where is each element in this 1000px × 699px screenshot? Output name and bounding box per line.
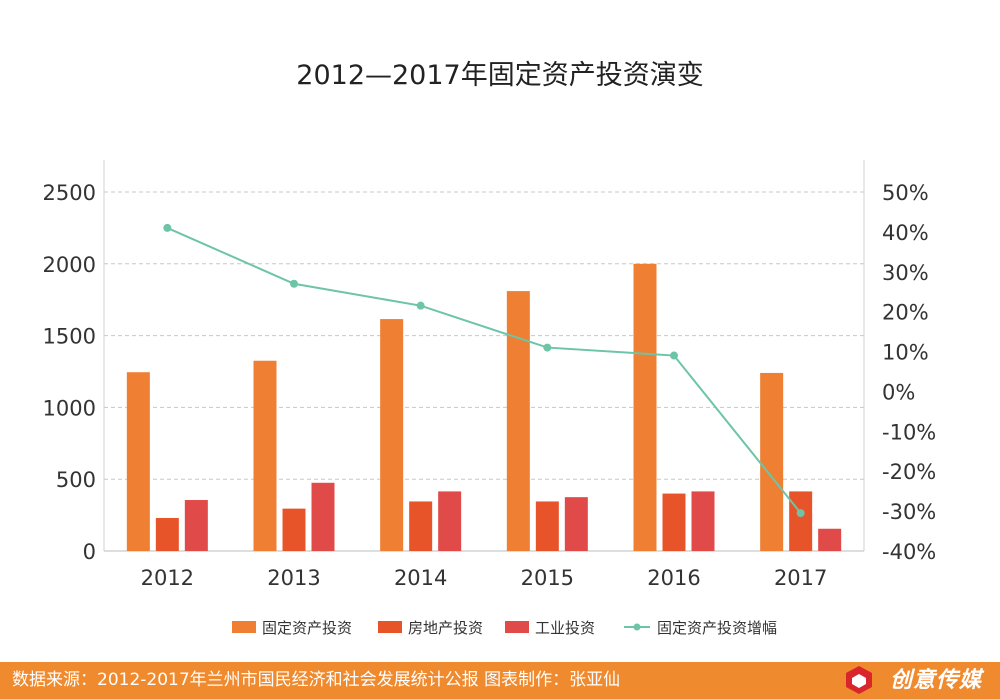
y-right-tick-label: 40% [882,221,929,245]
bar [535,501,559,551]
y-right-tick-label: 0% [882,380,915,404]
legend-label: 固定资产投资增幅 [657,619,777,637]
bars [126,263,842,551]
footer-bar: 数据来源：2012-2017年兰州市国民经济和社会发展统计公报 图表制作：张亚仙… [0,662,1000,699]
line-point [290,279,298,288]
bar [633,263,657,551]
bar [253,360,277,551]
line-point [416,301,425,310]
line-point [796,509,805,518]
bar [818,528,842,551]
y-right-tick-label: 20% [882,301,929,325]
brand-name: 创意传媒 [889,668,982,693]
y-left-tick-label: 1000 [43,396,96,420]
bar [282,508,306,551]
bar [438,491,462,551]
line-point [670,351,678,360]
y-right-tick-label: 30% [882,261,929,285]
y-left-tick-label: 1500 [43,325,96,349]
legend-swatch [505,621,529,633]
legend-swatch [378,621,402,633]
bar [760,372,784,551]
x-tick-label: 2017 [774,566,827,590]
bar [789,491,813,551]
bar [155,517,179,551]
growth-line [163,223,805,518]
bar [126,372,150,551]
bar [691,491,715,551]
x-tick-label: 2015 [521,566,574,590]
legend-label: 固定资产投资 [262,619,352,637]
bar [409,501,433,551]
y-right-tick-label: -20% [882,460,936,484]
bar [311,482,335,551]
bar [662,493,686,551]
y-left-tick-label: 0 [83,540,96,564]
y-left-tick-label: 2000 [43,253,96,277]
brand-logo-icon [846,666,872,694]
y-right-tick-label: -30% [882,500,936,524]
legend-swatch [232,621,256,633]
y-left-tick-label: 500 [56,468,96,492]
x-tick-label: 2012 [141,566,194,590]
bar [184,500,208,551]
y-right-tick-label: -40% [882,540,936,564]
line-point [163,223,172,232]
y-right-tick-label: -10% [882,420,936,444]
x-tick-label: 2014 [394,566,447,590]
bar [380,319,404,551]
y-right-tick-label: 50% [882,181,929,205]
axes: 0 500 1000 1500 2000 2500 50% 40% 30% 20% 10% 0% -10… [43,160,936,590]
y-right-tick-label: 10% [882,341,929,365]
legend: 固定资产投资 房地产投资 工业投资 固定资产投资增幅 [232,619,777,637]
x-tick-label: 2016 [647,566,700,590]
data-source: 数据来源：2012-2017年兰州市国民经济和社会发展统计公报 图表制作：张亚仙 [12,670,621,690]
legend-label: 房地产投资 [408,619,483,637]
y-left-tick-label: 2500 [43,181,96,205]
bar [564,497,588,551]
x-tick-label: 2013 [267,566,320,590]
line-point [543,343,552,352]
series-line [166,226,802,514]
legend-marker [633,623,641,631]
bar [506,291,530,551]
legend-label: 工业投资 [535,619,595,637]
grid-lines [104,191,864,480]
chart-title: 2012—2017年固定资产投资演变 [296,60,703,91]
